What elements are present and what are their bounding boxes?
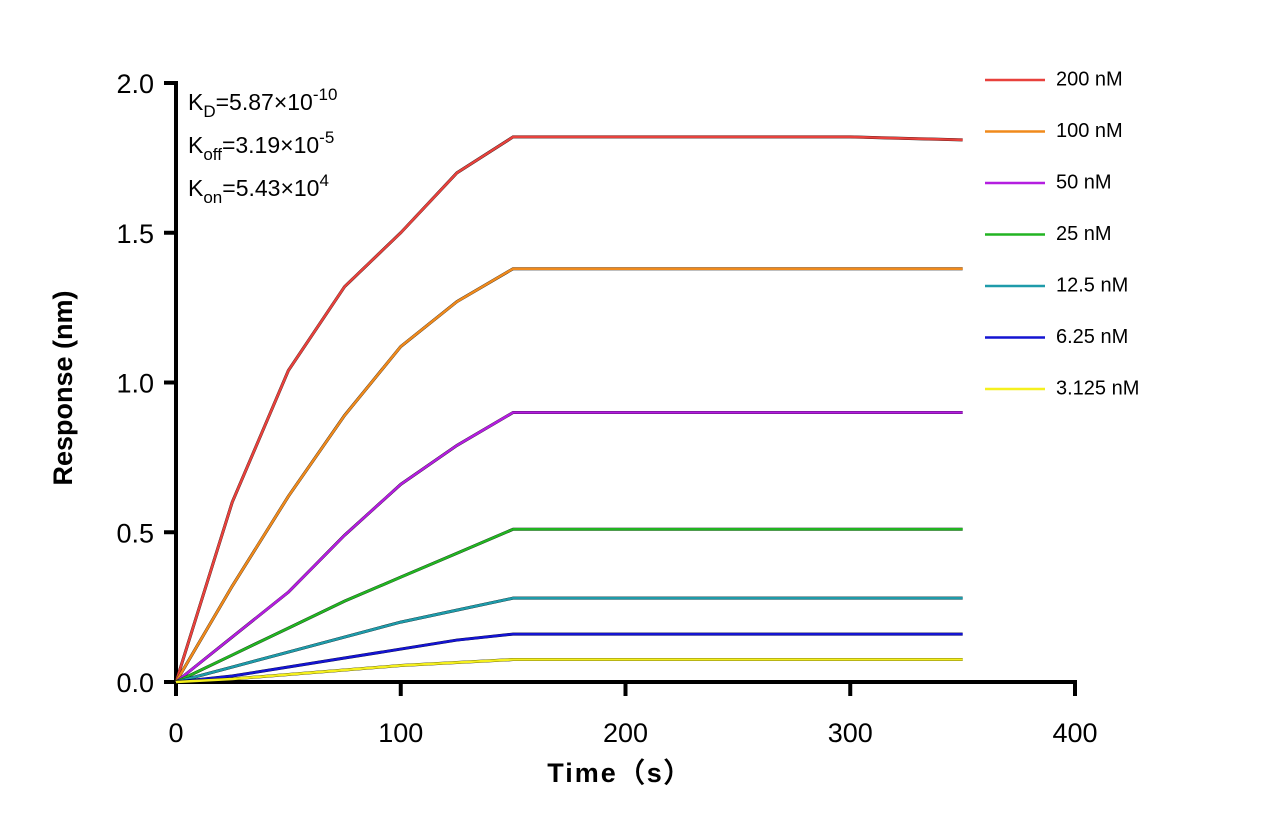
series-line (174, 267, 963, 683)
series-line (174, 135, 963, 683)
fit-line (175, 658, 963, 684)
legend-label: 12.5 nM (1056, 274, 1128, 296)
annotation-base: K (188, 89, 204, 115)
fit-line (174, 135, 963, 683)
annotation-text: =5.87×10 (216, 89, 313, 115)
annotation: Kon=5.43×104 (188, 171, 329, 207)
x-axis-title: Time（s） (547, 758, 693, 788)
y-tick-label: 0.0 (116, 668, 154, 698)
annotation-sub: off (203, 145, 222, 164)
annotation-text: =5.43×10 (222, 175, 319, 201)
annotation-sup: 4 (319, 171, 328, 190)
annotation-base: K (188, 132, 204, 158)
legend-label: 25 nM (1056, 223, 1112, 245)
annotation-sub: on (203, 188, 222, 207)
y-tick-label: 1.0 (116, 369, 154, 399)
annotation: Koff=3.19×10-5 (188, 128, 334, 164)
annotation: KD=5.87×10-10 (188, 85, 337, 121)
x-tick-label: 400 (1052, 718, 1097, 748)
series-line (175, 528, 963, 684)
series-line (175, 632, 963, 684)
y-axis-title: Response (nm) (48, 290, 78, 485)
annotation-sub: D (203, 102, 215, 121)
annotation-sup: -10 (313, 85, 338, 104)
x-tick-label: 300 (828, 718, 873, 748)
x-tick-label: 0 (168, 718, 183, 748)
annotation-base: K (188, 175, 204, 201)
series-line (175, 411, 963, 683)
series-line (175, 596, 963, 684)
legend-label: 6.25 nM (1056, 326, 1128, 348)
legend-label: 200 nM (1056, 68, 1123, 90)
series-line (175, 658, 963, 684)
y-tick-label: 1.5 (116, 219, 154, 249)
legend-label: 100 nM (1056, 120, 1123, 142)
legend-label: 50 nM (1056, 171, 1112, 193)
fit-line (175, 596, 963, 684)
fit-line (175, 410, 963, 684)
y-tick-label: 0.5 (116, 518, 154, 548)
fit-line (174, 267, 963, 683)
annotation-sup: -5 (319, 128, 334, 147)
y-tick-label: 2.0 (116, 69, 154, 99)
x-tick-label: 100 (378, 718, 423, 748)
annotation-text: =3.19×10 (222, 132, 319, 158)
x-tick-label: 200 (603, 718, 648, 748)
legend-label: 3.125 nM (1056, 377, 1139, 399)
